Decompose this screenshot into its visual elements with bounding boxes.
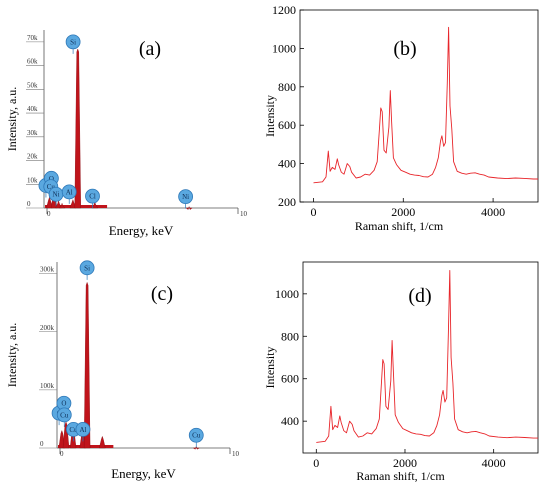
element-label-al: Al bbox=[61, 184, 77, 204]
x-tick-label: 2000 bbox=[391, 205, 415, 219]
x-tick-label: 0 bbox=[47, 210, 51, 218]
x-tick-label: 4000 bbox=[482, 456, 506, 470]
x-tick-label: 10 bbox=[232, 450, 240, 458]
element-label-cl: Cl bbox=[85, 188, 100, 209]
spectrum-peak bbox=[192, 445, 200, 450]
plot-frame bbox=[299, 9, 539, 203]
y-tick-label: 600 bbox=[278, 118, 296, 132]
y-tick-label: 10k bbox=[27, 176, 38, 184]
y-tick-label: 200k bbox=[40, 324, 55, 332]
y-tick-label: 1000 bbox=[272, 41, 296, 55]
element-label-text: O bbox=[61, 400, 66, 408]
spectrum-peak bbox=[74, 48, 81, 209]
y-tick-label: 200 bbox=[278, 195, 296, 209]
spectrum-peak bbox=[185, 205, 193, 210]
y-axis-label: Intensity bbox=[263, 347, 277, 389]
panel-label: (a) bbox=[139, 38, 161, 60]
element-label-si: Si bbox=[65, 34, 81, 54]
element-label-text: Cu bbox=[60, 411, 69, 419]
element-label-text: Ni bbox=[182, 193, 189, 201]
x-tick-label: 4000 bbox=[481, 205, 505, 219]
x-tick-label: 0 bbox=[310, 205, 316, 219]
y-tick-label: 1000 bbox=[275, 287, 299, 301]
element-label-text: Si bbox=[70, 38, 76, 46]
chart-panel-4: (d) 400 600 800 1000 0 2000 4000 Raman shift, 1/… bbox=[263, 261, 539, 483]
x-axis-label: Raman shift, 1/cm bbox=[355, 219, 444, 233]
element-label-text: Si bbox=[84, 264, 90, 272]
y-tick-label: 50k bbox=[27, 81, 38, 89]
spectrum-peak bbox=[99, 435, 106, 449]
y-tick-label: 60k bbox=[27, 58, 38, 66]
element-label-text: O bbox=[49, 175, 54, 183]
spectrum-peak bbox=[91, 201, 99, 209]
element-label-ni: Ni bbox=[178, 189, 194, 209]
panel-label: (c) bbox=[151, 283, 173, 305]
x-axis-label: Energy, keV bbox=[109, 223, 174, 238]
panel-label: (d) bbox=[408, 285, 431, 307]
x-tick-label: 2000 bbox=[393, 456, 417, 470]
chart-panel-3: (c)0100k200k300k010COCuCuAlSiCuEnergy, k… bbox=[5, 260, 240, 481]
y-tick-label: 30k bbox=[27, 129, 38, 137]
y-tick-label: 1200 bbox=[272, 3, 296, 17]
y-tick-label: 300k bbox=[40, 266, 55, 274]
spectrum-peak bbox=[83, 281, 91, 449]
y-tick-label: 400 bbox=[278, 157, 296, 171]
y-tick-label: 800 bbox=[278, 80, 296, 94]
x-axis-label: Raman shift, 1/cm bbox=[356, 469, 445, 483]
x-tick-label: 0 bbox=[313, 456, 319, 470]
raman-spectrum-line bbox=[316, 270, 538, 443]
element-label-al: Al bbox=[75, 421, 91, 442]
y-axis-label: Intensity, a.u. bbox=[5, 323, 19, 388]
x-axis-label: Energy, keV bbox=[111, 466, 176, 481]
element-label-cu: Cu bbox=[56, 407, 72, 427]
element-label-text: Cu bbox=[69, 426, 78, 434]
panel-label: (b) bbox=[393, 38, 416, 60]
y-tick-label: 20k bbox=[27, 153, 38, 161]
y-tick-label: 70k bbox=[27, 34, 38, 42]
element-label-text: Al bbox=[66, 188, 73, 196]
x-tick-label: 0 bbox=[60, 450, 64, 458]
element-label-text: Cu bbox=[192, 432, 201, 440]
element-label-cu: Cu bbox=[188, 427, 204, 448]
y-tick-label: 0 bbox=[27, 200, 31, 208]
y-tick-label: 600 bbox=[281, 372, 299, 386]
x-tick-label: 10 bbox=[240, 210, 248, 218]
spectrum-peak bbox=[62, 421, 70, 449]
chart-panel-2: (b) 200 400 600 800 1000 1200 0 2000 4000 Raman sh… bbox=[263, 3, 539, 233]
y-tick-label: 40k bbox=[27, 105, 38, 113]
element-label-text: Cl bbox=[89, 193, 96, 201]
chart-panel-1: (a)010k20k30k40k50k60k70k010COCuNiAlSiCl… bbox=[5, 30, 248, 238]
y-tick-label: 400 bbox=[281, 414, 299, 428]
y-axis-label: Intensity bbox=[263, 95, 277, 137]
y-axis-label: Intensity, a.u. bbox=[5, 87, 19, 152]
y-tick-label: 0 bbox=[40, 440, 44, 448]
y-tick-label: 100k bbox=[40, 382, 55, 390]
element-label-text: Al bbox=[79, 426, 86, 434]
y-tick-label: 800 bbox=[281, 329, 299, 343]
plot-frame bbox=[302, 261, 539, 454]
element-label-text: Cu bbox=[47, 183, 56, 191]
element-label-text: Ni bbox=[53, 191, 60, 199]
raman-spectrum-line bbox=[313, 26, 538, 184]
element-label-si: Si bbox=[79, 260, 95, 280]
spectrum-peak bbox=[58, 202, 66, 209]
